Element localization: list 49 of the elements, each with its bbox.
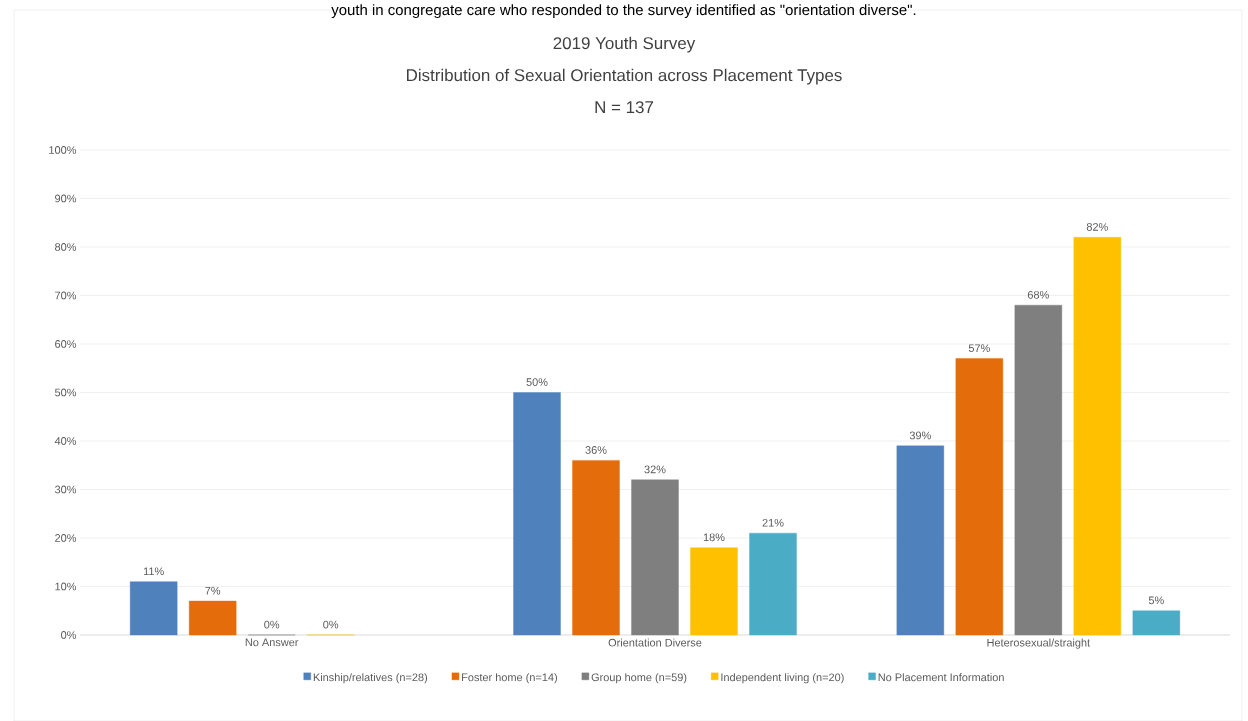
data-label: 36%	[585, 446, 607, 454]
data-label: 7%	[205, 586, 221, 595]
legend-label: Independent living (n=20)	[721, 673, 844, 684]
y-tick-label: 10%	[55, 582, 77, 591]
bar	[690, 547, 738, 636]
text: N = 137	[595, 101, 654, 114]
legend-label: Kinship/relatives (n=28)	[313, 673, 428, 684]
data-label: 18%	[703, 533, 725, 542]
data-label: 82%	[1086, 223, 1108, 231]
bar	[1073, 237, 1122, 636]
bar	[749, 532, 797, 636]
y-tick-label: 80%	[55, 243, 77, 251]
bar	[896, 445, 945, 636]
y-tick-label: 60%	[55, 340, 77, 348]
bar	[129, 581, 178, 636]
y-tick-label: 30%	[54, 485, 77, 494]
y-tick-label: 50%	[54, 388, 77, 397]
data-label: 21%	[762, 518, 784, 527]
bar	[513, 392, 561, 636]
text: youth in congregate care who responded to the survey identified as "orientation diverse".	[331, 4, 916, 19]
bar	[1014, 304, 1063, 636]
legend-label: No Placement Information	[878, 673, 1004, 682]
bar	[188, 600, 237, 636]
bar	[955, 358, 1004, 636]
chart-subtitle: Distribution of Sexual Orientation across Placement Types	[407, 68, 842, 85]
legend-label: Group home (n=59)	[591, 673, 687, 684]
data-label: 68%	[1027, 290, 1049, 299]
data-label: 0%	[323, 620, 339, 629]
bar	[572, 460, 620, 636]
data-label: 0%	[264, 620, 280, 629]
x-tick-label: Orientation Diverse	[608, 638, 702, 647]
data-label: 57%	[968, 344, 990, 353]
data-label: 5%	[1148, 596, 1164, 605]
y-tick-label: 20%	[55, 534, 77, 542]
x-tick-label: Heterosexual/straight	[987, 638, 1091, 649]
x-tick-label: No Answer	[245, 638, 299, 647]
data-label: 50%	[526, 378, 548, 386]
chart-title: 2019 Youth Survey	[553, 36, 696, 53]
bar	[631, 479, 679, 636]
y-tick-label: 100%	[49, 146, 77, 154]
data-label: 39%	[909, 431, 931, 440]
y-tick-label: 0%	[61, 631, 77, 639]
data-label: 32%	[644, 465, 666, 474]
bar	[1132, 610, 1181, 636]
data-label: 11%	[143, 567, 164, 576]
y-tick-label: 90%	[55, 194, 77, 203]
legend-label: Foster home (n=14)	[462, 673, 557, 684]
y-tick-label: 70%	[55, 291, 77, 300]
y-tick-label: 40%	[54, 437, 77, 445]
